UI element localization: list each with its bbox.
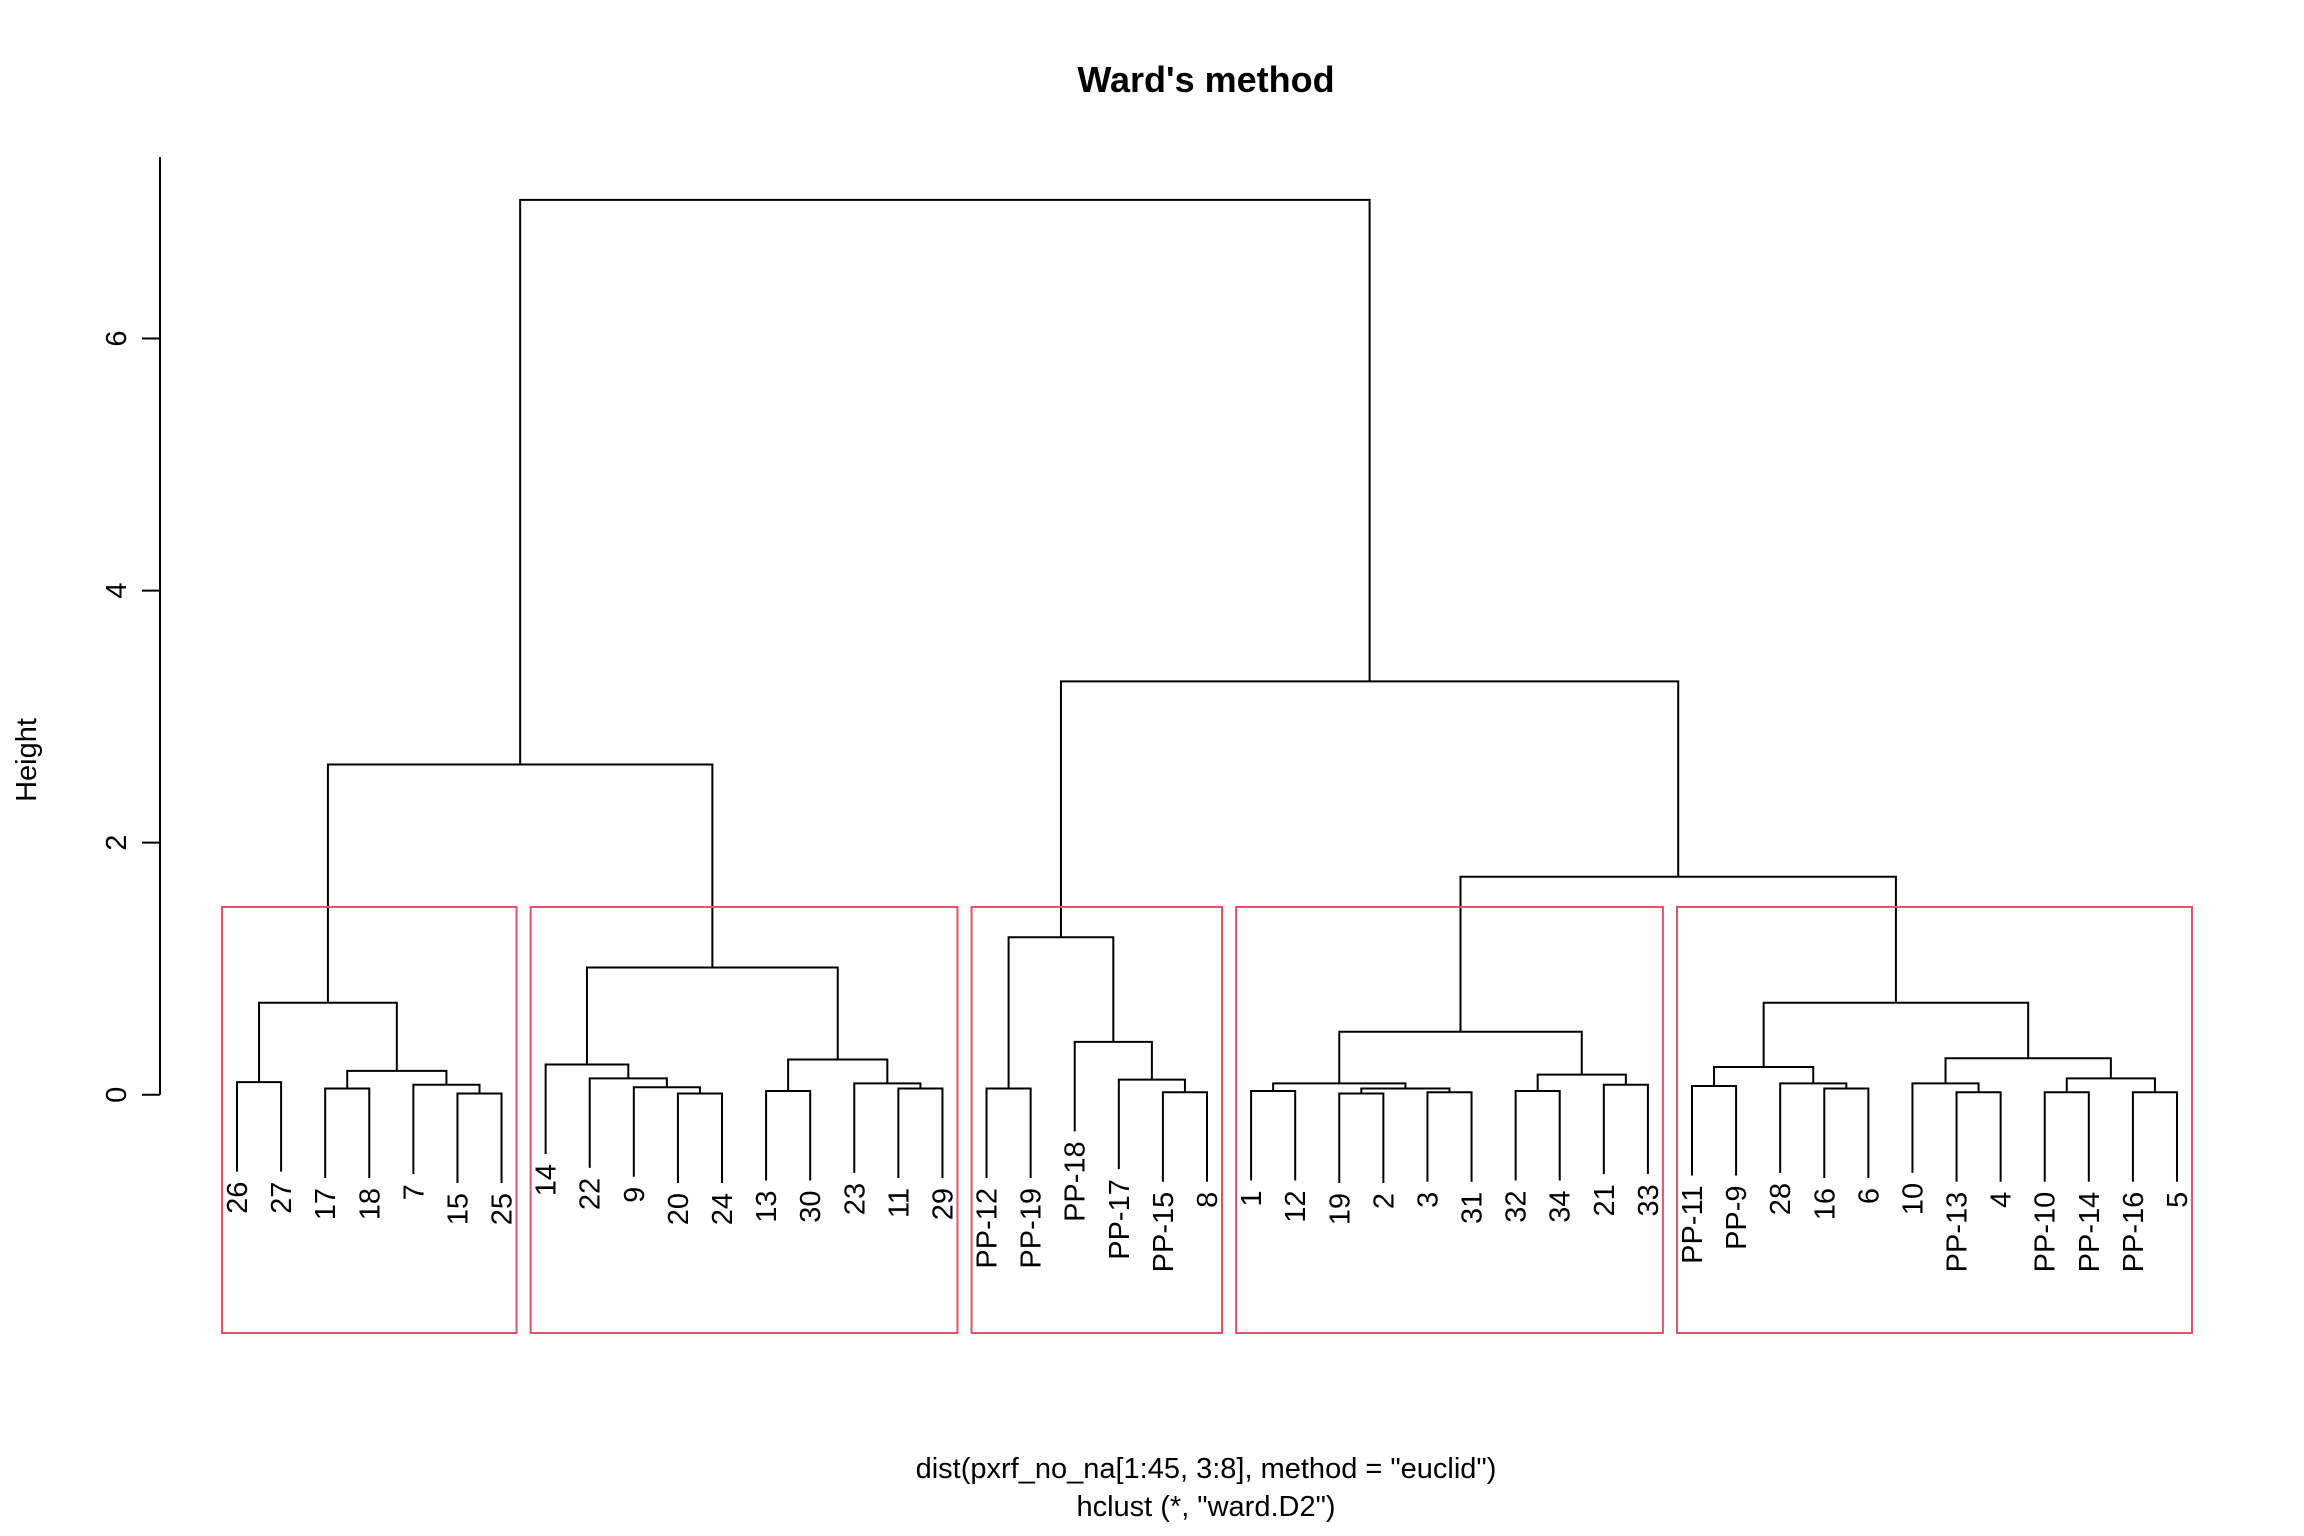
y-tick-label: 4	[101, 583, 133, 599]
leaf-label: 2	[1368, 1193, 1400, 1209]
dendrogram-link	[1944, 1057, 2112, 1084]
dendrogram-link	[2043, 1091, 2090, 1182]
dendrogram-link	[985, 1087, 1032, 1178]
leaf-label: PP-11	[1677, 1185, 1709, 1263]
leaf-label: PP-18	[1060, 1141, 1092, 1222]
dendrogram-link	[1426, 1091, 1473, 1182]
leaf-label: 7	[398, 1184, 430, 1200]
dendrogram-link	[1536, 1073, 1627, 1091]
leaf-label: 21	[1589, 1184, 1621, 1216]
dendrogram-link	[632, 1086, 701, 1177]
leaf-label: PP-19	[1016, 1188, 1048, 1269]
dendrogram-link	[853, 1082, 922, 1173]
leaf-label: 31	[1457, 1192, 1489, 1224]
leaf-label: PP-17	[1104, 1179, 1136, 1260]
leaf-label: 33	[1633, 1184, 1665, 1216]
leaf-label: 28	[1765, 1183, 1797, 1215]
dendrogram-link	[1823, 1087, 1870, 1178]
dendrogram-link	[346, 1069, 448, 1089]
leaf-label: 20	[663, 1193, 695, 1225]
leaf-label: 14	[531, 1164, 563, 1196]
leaf-label: PP-15	[1148, 1192, 1180, 1273]
dendrogram-link	[1117, 1078, 1186, 1170]
leaf-label: PP-9	[1721, 1185, 1753, 1249]
leaf-label: 1	[1236, 1190, 1268, 1206]
leaf-label: 6	[1853, 1188, 1885, 1204]
leaf-label: PP-13	[1942, 1192, 1974, 1273]
dendrogram-link	[1911, 1082, 1980, 1173]
leaf-label: PP-12	[972, 1188, 1004, 1269]
leaf-label: 22	[575, 1178, 607, 1210]
leaf-label: 26	[222, 1182, 254, 1214]
dendrogram-link	[236, 1081, 283, 1172]
leaf-label: PP-14	[2074, 1192, 2106, 1273]
dendrogram-link	[1338, 1030, 1583, 1084]
dendrogram-link	[324, 1087, 371, 1178]
dendrogram-link	[1161, 1091, 1208, 1182]
dendrogram-link	[1691, 1084, 1738, 1176]
dendrogram-link	[1073, 1040, 1153, 1132]
leaf-label: PP-10	[2030, 1192, 2062, 1273]
leaf-label: 12	[1280, 1190, 1312, 1222]
x-axis-label: dist(pxrf_no_na[1:45, 3:8], method = "eu…	[916, 1453, 1497, 1485]
y-axis-label: Height	[11, 718, 43, 802]
leaf-label: 19	[1324, 1193, 1356, 1225]
leaf-label: 3	[1412, 1192, 1444, 1208]
leaf-label: 4	[1986, 1192, 2018, 1208]
dendrogram-link	[1007, 936, 1115, 1089]
dendrogram-link	[1514, 1089, 1561, 1181]
leaf-label: 29	[927, 1188, 959, 1220]
dendrogram-link	[897, 1087, 944, 1178]
leaf-label: 17	[310, 1188, 342, 1220]
dendrogram-link	[1713, 1066, 1815, 1086]
dendrogram-link	[412, 1083, 481, 1175]
dendrogram-link	[1779, 1082, 1848, 1173]
leaf-label: 27	[266, 1182, 298, 1214]
leaf-label: 18	[354, 1188, 386, 1220]
dendrogram-link	[676, 1092, 723, 1184]
dendrogram-link	[1059, 680, 1680, 938]
dendrogram-link	[1602, 1083, 1649, 1175]
cluster-box	[529, 905, 959, 1334]
leaf-label: 9	[619, 1187, 651, 1203]
dendrogram-link	[787, 1058, 889, 1091]
dendrogram-link	[1338, 1092, 1385, 1184]
dendrogram-link	[588, 1077, 668, 1168]
dendrogram-link	[519, 198, 1371, 765]
leaf-label: 24	[707, 1193, 739, 1225]
dendrogram-link	[585, 966, 839, 1065]
leaf-label: 15	[442, 1193, 474, 1225]
leaf-label: 23	[839, 1183, 871, 1215]
leaf-label: 16	[1809, 1188, 1841, 1220]
dendrogram-link	[1955, 1091, 2002, 1182]
dendrogram-link	[1250, 1089, 1297, 1181]
leaf-label: 25	[487, 1193, 519, 1225]
dendrogram-link	[456, 1092, 503, 1184]
cluster-box	[221, 905, 518, 1334]
y-tick-label: 2	[101, 835, 133, 851]
leaf-label: 5	[2162, 1192, 2194, 1208]
leaf-label: 32	[1501, 1190, 1533, 1222]
dendrogram-link	[1272, 1082, 1407, 1091]
leaf-label: 30	[795, 1190, 827, 1222]
leaf-label: 8	[1192, 1192, 1224, 1208]
dendrogram-link	[1459, 875, 1897, 1032]
cluster-box	[1235, 905, 1664, 1334]
y-tick-label: 6	[101, 330, 133, 346]
leaf-label: 13	[751, 1190, 783, 1222]
leaf-label: 11	[883, 1188, 915, 1218]
cluster-box	[1676, 905, 2193, 1334]
dendrogram-link	[2065, 1077, 2156, 1093]
leaf-label: 34	[1545, 1190, 1577, 1222]
leaf-label: PP-16	[2118, 1192, 2150, 1273]
dendrogram-link	[2131, 1091, 2178, 1182]
cluster-box	[970, 905, 1223, 1334]
subtitle: hclust (*, "ward.D2")	[1076, 1491, 1335, 1523]
leaf-label: 10	[1897, 1183, 1929, 1215]
dendrogram-link	[765, 1089, 812, 1181]
y-tick-label: 0	[101, 1087, 133, 1103]
chart-title: Ward's method	[1077, 59, 1334, 100]
